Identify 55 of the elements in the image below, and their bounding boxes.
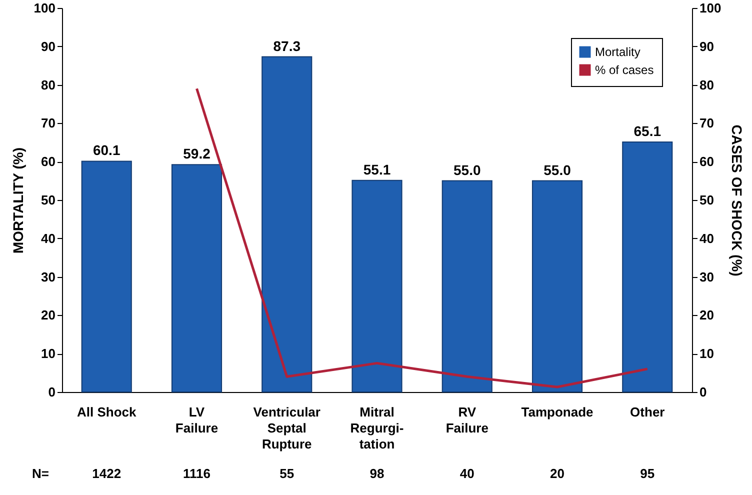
- y-tick-label: 100: [34, 0, 56, 16]
- y-tick-label: 30: [41, 269, 56, 284]
- bar: [532, 180, 583, 392]
- bar: [442, 180, 492, 392]
- text: N=: [32, 466, 50, 481]
- y2-tick-label: 10: [700, 346, 714, 362]
- x-tick-label: RV Failure: [446, 404, 488, 436]
- y2-tick-label: 60: [700, 154, 714, 170]
- x-tick-label: Other: [630, 404, 665, 420]
- x-tick-label: Tamponade: [521, 404, 594, 420]
- y-tick-label: 20: [41, 308, 56, 323]
- data-label: 55.1: [363, 161, 391, 178]
- x-tick-label: LV Failure: [175, 404, 218, 436]
- text: 40: [460, 466, 474, 481]
- data-label: 59.2: [183, 146, 211, 162]
- y2-tick-label: 80: [700, 77, 714, 92]
- bar: [171, 164, 222, 392]
- y-axis-title: MORTALITY (%): [10, 147, 26, 254]
- bar: [81, 160, 132, 392]
- bar: [352, 180, 402, 392]
- text: 1422: [92, 466, 122, 481]
- y-tick-label: 10: [41, 346, 56, 362]
- x-tick-label: Mitral Regurgi- tation: [350, 404, 404, 452]
- y-tick-label: 80: [41, 77, 56, 92]
- x-tick-label: All Shock: [76, 404, 137, 420]
- data-label: 55.0: [544, 162, 572, 178]
- y2-tick-label: 30: [700, 269, 714, 284]
- bar: [262, 56, 312, 392]
- legend-label: % of cases: [595, 63, 654, 77]
- y2-tick-label: 0: [700, 384, 707, 400]
- x-tick-label: Ventricular Septal Rupture: [253, 404, 320, 452]
- data-label: 87.3: [273, 38, 301, 54]
- text: 55: [280, 466, 294, 481]
- y2-tick-label: 70: [700, 116, 714, 131]
- legend-label: Mortality: [595, 45, 640, 59]
- y2-tick-label: 90: [700, 38, 714, 54]
- text: 98: [370, 466, 384, 481]
- y2-tick-label: 100: [700, 0, 722, 16]
- y-tick-label: 50: [41, 192, 56, 208]
- y-tick-label: 70: [41, 116, 56, 131]
- y-tick-label: 60: [41, 154, 56, 170]
- data-label: 60.1: [92, 142, 120, 158]
- text: 20: [550, 466, 564, 481]
- y-tick-label: 0: [48, 384, 56, 400]
- text: 95: [640, 466, 655, 481]
- text: 1116: [182, 466, 210, 481]
- y2-tick-label: 50: [700, 192, 714, 208]
- y-tick-label: 90: [41, 38, 56, 54]
- y2-tick-label: 20: [700, 308, 714, 323]
- bar: [622, 142, 673, 392]
- y-tick-label: 40: [41, 230, 56, 246]
- y2-axis-title: CASES OF SHOCK (%): [729, 124, 746, 276]
- y2-tick-label: 40: [700, 230, 714, 246]
- data-label: 55.0: [454, 162, 481, 178]
- data-label: 65.1: [634, 123, 662, 140]
